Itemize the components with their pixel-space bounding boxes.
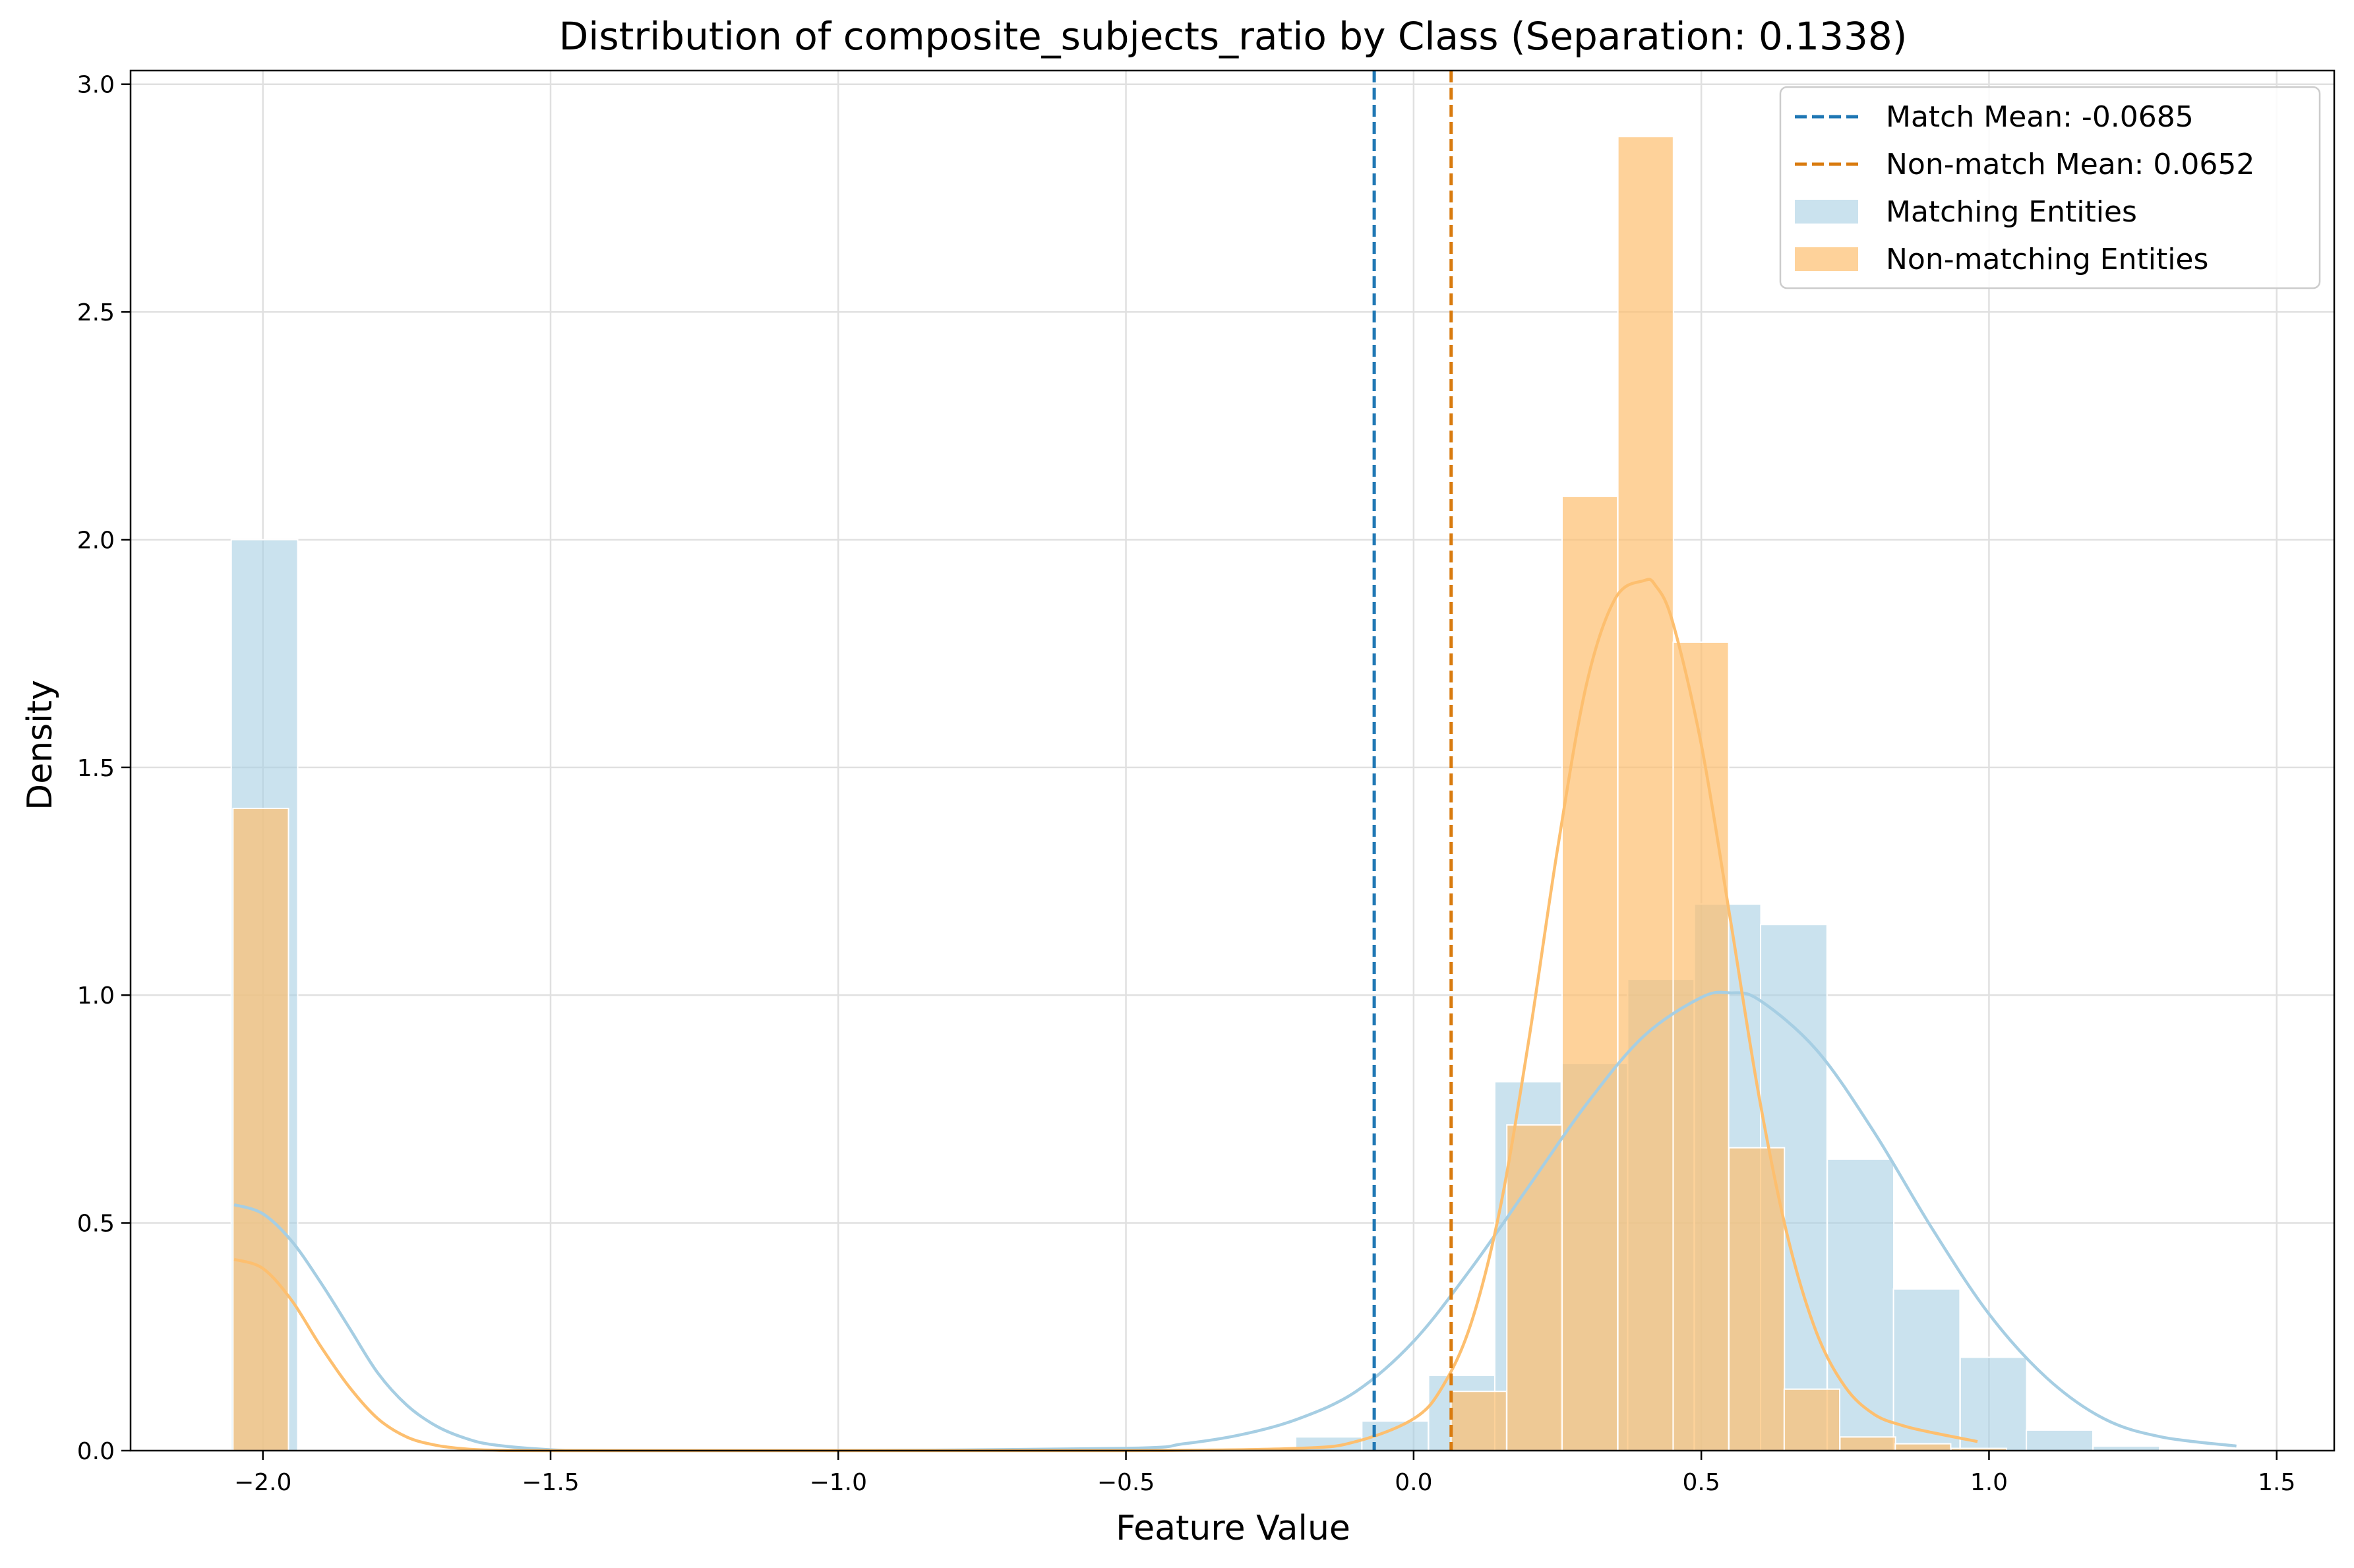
bar-series-2-bin-3 [1506, 1124, 1563, 1452]
bar-series-2-bin-2 [1450, 1391, 1507, 1452]
kde-curve-series-1 [233, 990, 2237, 1453]
axes: −2.0 −1.5 −1.0 −0.5 0.0 0.5 1.0 1.5 0.0 0.5 1.0 1.5… [77, 69, 2336, 1496]
x-tick-label-4: 0.0 [1395, 1469, 1432, 1496]
y-tick-label-6: 3.0 [77, 72, 115, 99]
x-tick-label-6: 1.0 [1970, 1469, 2008, 1496]
legend: Match Mean: -0.0685 Non-match Mean: 0.065… [1779, 86, 2321, 289]
bar-series-2-bin-9 [1839, 1436, 1896, 1452]
bar-series-2-bin-10 [1894, 1443, 1952, 1452]
bar-series-1-bin-12 [1959, 1356, 2028, 1451]
y-tick-label-5: 2.5 [77, 299, 115, 326]
x-tick-label-7: 1.5 [2258, 1469, 2295, 1496]
x-axis-label: Feature Value [1116, 1509, 1350, 1548]
bar-series-2-bin-1 [232, 808, 289, 1451]
chart-title: Distribution of composite_subjects_ratio… [559, 14, 1908, 59]
legend-label-1: Match Mean: -0.0685 [1886, 100, 2194, 134]
plot-frame [129, 69, 2336, 1452]
bar-series-2-bin-6 [1672, 641, 1730, 1452]
y-tick-label-0: 0.0 [77, 1438, 115, 1465]
mean-lines [1372, 71, 1453, 1451]
y-tick-label-1: 0.5 [77, 1211, 115, 1238]
bar-series-2-bin-4 [1561, 495, 1619, 1451]
bar-series-1-bin-13 [2026, 1429, 2094, 1451]
bar-series-2-bin-8 [1783, 1388, 1841, 1452]
legend-box [1779, 86, 2321, 289]
legend-label-4: Non-matching Entities [1886, 243, 2208, 276]
y-axis-label: Density [20, 680, 60, 810]
legend-swatch-4 [1795, 247, 1858, 271]
legend-label-3: Matching Entities [1886, 195, 2137, 229]
kde-curves [233, 578, 2237, 1453]
x-tick-label-3: −0.5 [1097, 1469, 1155, 1496]
bar-series-2-bin-5 [1617, 136, 1674, 1452]
y-tick-label-4: 2.0 [77, 527, 115, 554]
x-tick-label-2: −1.0 [810, 1469, 867, 1496]
x-tick-label-1: −1.5 [522, 1469, 579, 1496]
histogram-bars [230, 136, 2161, 1452]
bar-series-2-bin-7 [1728, 1147, 1786, 1452]
y-tick-label-2: 1.0 [77, 982, 115, 1010]
kde-curve-series-2 [233, 578, 1978, 1453]
legend-label-2: Non-match Mean: 0.0652 [1886, 148, 2254, 181]
x-tick-label-0: −2.0 [234, 1469, 291, 1496]
y-tick-label-3: 1.5 [77, 755, 115, 782]
legend-swatch-3 [1795, 200, 1858, 224]
x-tick-label-5: 0.5 [1683, 1469, 1720, 1496]
bar-series-1-bin-11 [1892, 1288, 1961, 1451]
